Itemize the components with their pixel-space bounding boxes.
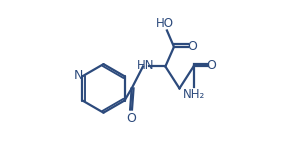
Text: HN: HN bbox=[137, 59, 155, 72]
Text: O: O bbox=[126, 112, 136, 125]
Text: N: N bbox=[74, 69, 83, 82]
Text: O: O bbox=[187, 40, 197, 53]
Text: O: O bbox=[206, 59, 217, 72]
Text: HO: HO bbox=[156, 17, 174, 30]
Text: NH₂: NH₂ bbox=[182, 88, 205, 101]
